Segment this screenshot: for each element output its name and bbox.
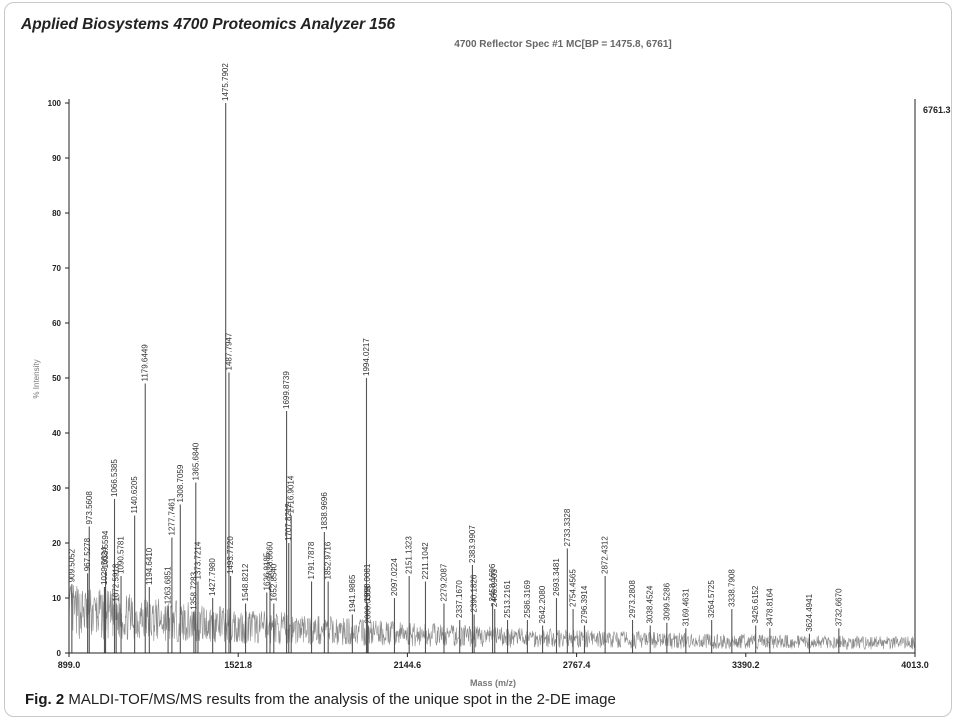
x-tick-label: 1521.8 (224, 660, 252, 670)
mass-spectrum-chart: Applied Biosystems 4700 Proteomics Analy… (20, 16, 951, 688)
peak-label: 2513.2161 (503, 580, 512, 618)
peak-label: 967.5278 (83, 537, 92, 571)
axes (68, 99, 916, 654)
peak-label: 2458.1606 (488, 563, 497, 601)
x-tick-label: 2144.6 (394, 660, 422, 670)
peak-label: 1493.7720 (226, 536, 235, 574)
peak-label: 1263.6851 (164, 566, 173, 604)
y-tick-label: 0 (57, 649, 62, 658)
peak-label: 2151.1323 (405, 536, 414, 574)
peak-label: 2754.4565 (569, 569, 578, 607)
peak-label: 3338.7908 (727, 569, 736, 607)
caption-text: MALDI-TOF/MS/MS results from the analysi… (68, 691, 616, 708)
peak-label: 1179.6449 (141, 344, 150, 382)
peak-label: 1852.9716 (324, 541, 333, 579)
peak-label: 1626.9185 (262, 552, 271, 590)
peak-label: 1373.7214 (194, 541, 203, 579)
peak-label: 1699.8739 (282, 371, 291, 409)
y-tick-label: 80 (52, 209, 61, 218)
peak-label: 1838.9696 (320, 492, 329, 530)
peak-label: 1994.0217 (362, 338, 371, 376)
peak-label: 1638.8660 (266, 541, 275, 579)
peak-label: 3732.6670 (834, 588, 843, 626)
peak-label: 2097.0224 (390, 558, 399, 596)
y-tick-label: 40 (52, 429, 61, 438)
peak-label: 1941.9865 (348, 574, 357, 612)
peak-label: 2279.2087 (440, 563, 449, 601)
peak-label: 1033.5594 (101, 530, 110, 568)
spectrum-peaks (71, 103, 840, 653)
peak-label: 3426.6152 (751, 585, 760, 623)
peak-label: 2466.0903 (490, 569, 499, 607)
x-tick-label: 2767.4 (563, 660, 591, 670)
peak-label: 2973.2808 (628, 580, 637, 618)
peak-label: 1707.8212 (284, 503, 293, 541)
peak-label: 1066.5385 (110, 459, 119, 497)
peak-label: 3169.4631 (681, 588, 690, 626)
peak-label: 1475.7902 (221, 63, 230, 101)
peak-label: 1427.7980 (208, 558, 217, 596)
y-tick-label: 20 (52, 539, 61, 548)
peak-label: 1791.7878 (307, 541, 316, 579)
peak-label: 1308.7059 (176, 464, 185, 502)
peak-label: 909.5052 (67, 548, 76, 582)
peak-label: 2000.0303 (364, 585, 373, 623)
y-tick-label: 90 (52, 154, 61, 163)
peak-label: 3624.4941 (805, 593, 814, 631)
peak-label: 2872.4312 (601, 536, 610, 574)
x-axis-ticks: 899.0 1521.8 2144.6 2767.4 3390.2 4013.0 (58, 653, 929, 670)
figure-caption: Fig. 2 MALDI-TOF/MS/MS results from the … (25, 691, 616, 708)
y-axis-label: % Intensity (32, 359, 41, 398)
peak-label: 1029.5624 (100, 547, 109, 585)
peak-label: 1652.8540 (269, 563, 278, 601)
x-tick-label: 4013.0 (901, 660, 929, 670)
peak-label: 3264.5725 (707, 580, 716, 618)
peak-label: 2796.3914 (580, 585, 589, 623)
peak-label: 3099.5286 (662, 582, 671, 620)
peak-label: 1487.7947 (225, 332, 234, 370)
y-tick-label: 30 (52, 484, 61, 493)
figure-frame: Applied Biosystems 4700 Proteomics Analy… (4, 2, 952, 717)
peak-label: 1998.0081 (363, 563, 372, 601)
y-tick-label: 50 (52, 374, 61, 383)
peak-label: 2383.9907 (468, 525, 477, 563)
y-tick-label: 70 (52, 264, 61, 273)
peak-label: 2733.3328 (563, 508, 572, 546)
y-axis-ticks: 0 10 20 30 40 50 60 70 80 90 100 (48, 99, 69, 658)
peak-label: 3038.4524 (646, 585, 655, 623)
peak-label: 2586.3169 (523, 580, 532, 618)
peak-label: 2390.1826 (470, 574, 479, 612)
peak-label: 2211.1042 (421, 542, 430, 580)
y-tick-label: 10 (52, 594, 61, 603)
peak-label: 973.5608 (85, 491, 94, 525)
peak-label: 1090.5781 (117, 536, 126, 574)
baseline-noise (68, 585, 916, 651)
peak-label: 1548.8212 (241, 563, 250, 601)
chart-title: Applied Biosystems 4700 Proteomics Analy… (20, 16, 396, 33)
x-tick-label: 3390.2 (732, 660, 760, 670)
peak-label: 2337.1670 (455, 580, 464, 618)
caption-label: Fig. 2 (25, 691, 65, 708)
peak-label: 1365.6840 (191, 442, 200, 480)
right-max-intensity: 6761.3 (923, 105, 951, 115)
chart-subtitle: 4700 Reflector Spec #1 MC[BP = 1475.8, 6… (454, 39, 671, 50)
peak-label: 3478.8164 (765, 588, 774, 626)
y-tick-label: 60 (52, 319, 61, 328)
peak-label: 1140.6205 (130, 476, 139, 514)
peak-label: 1072.5918 (112, 563, 121, 601)
x-tick-label: 899.0 (58, 660, 81, 670)
peak-label: 1277.7461 (167, 497, 176, 535)
x-axis-label: Mass (m/z) (470, 678, 516, 688)
noise-trace (68, 585, 916, 651)
y-tick-label: 100 (48, 99, 62, 108)
peak-labels: 909.5052 967.5278 973.5608 1029.56241033.55… (67, 63, 843, 632)
peak-label: 1716.9014 (287, 475, 296, 513)
peak-label: 2693.3481 (552, 558, 561, 596)
peak-label: 1194.6410 (145, 547, 154, 585)
peak-label: 2642.2080 (538, 585, 547, 623)
peak-label: 1358.7283 (189, 571, 198, 609)
